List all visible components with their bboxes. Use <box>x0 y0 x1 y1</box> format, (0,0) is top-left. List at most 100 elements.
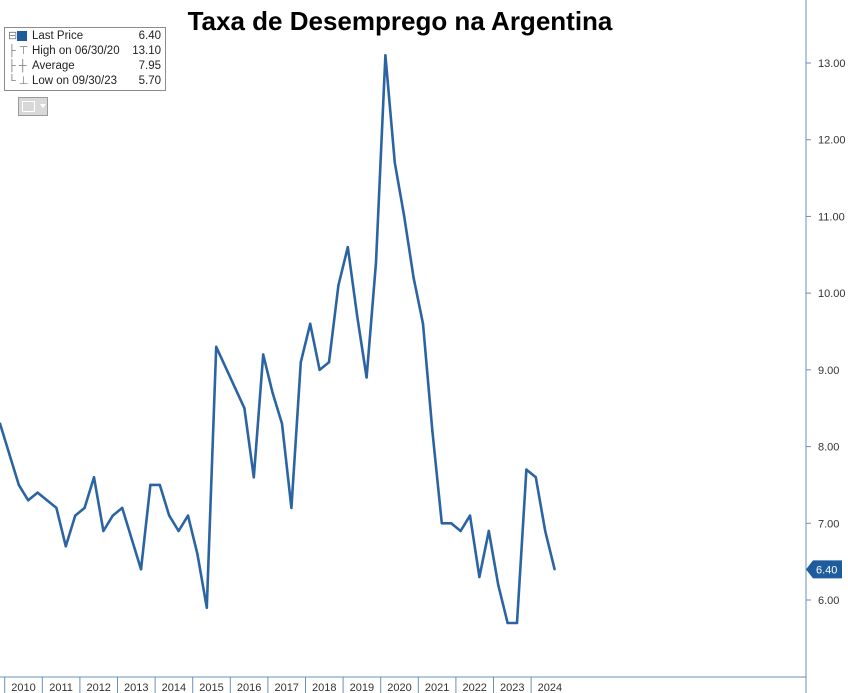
data-point <box>365 376 368 379</box>
legend-row-last-price[interactable]: ⊟ Last Price 6.40 <box>5 29 163 43</box>
data-point <box>17 483 20 487</box>
data-point <box>544 529 547 533</box>
data-point <box>515 621 519 625</box>
data-point <box>8 453 11 456</box>
legend[interactable]: ⊟ Last Price 6.40 ├ ⊤ High on 06/30/20 1… <box>4 27 166 91</box>
legend-row-high[interactable]: ├ ⊤ High on 06/30/20 13.10 <box>5 44 163 58</box>
y-tick-label: 8.00 <box>818 442 839 454</box>
data-point <box>243 407 246 410</box>
x-tick-label: 2010 <box>11 682 35 693</box>
legend-row-average[interactable]: ├ ┼ Average 7.95 <box>5 59 163 73</box>
x-tick-label: 2020 <box>387 682 411 693</box>
series-swatch-icon <box>17 31 27 41</box>
x-tick-label: 2022 <box>462 682 486 693</box>
data-point <box>92 476 96 479</box>
data-point <box>356 315 359 318</box>
data-point <box>55 506 58 510</box>
data-point <box>384 54 387 57</box>
y-axis: 6.00 7.00 8.00 9.00 10.00 11.00 12.00 13.00 <box>805 0 846 693</box>
x-tick-label: 2021 <box>425 682 449 693</box>
legend-label: Low on 09/30/23 <box>32 75 118 87</box>
data-point <box>215 345 218 348</box>
data-point <box>168 514 171 517</box>
data-point <box>327 361 331 364</box>
data-point <box>252 476 255 479</box>
legend-value: 6.40 <box>138 30 161 42</box>
chart-title: Taxa de Desemprego na Argentina <box>187 6 613 36</box>
chart-type-button[interactable] <box>18 97 48 116</box>
data-point <box>525 468 528 471</box>
x-tick-label: 2015 <box>199 682 223 693</box>
data-point <box>290 506 293 510</box>
data-point <box>374 261 378 264</box>
data-point <box>487 529 490 533</box>
data-point <box>102 529 105 533</box>
data-point <box>346 245 349 249</box>
x-tick-label: 2024 <box>538 682 562 693</box>
legend-row-low[interactable]: └ ⊥ Low on 09/30/23 5.70 <box>5 74 163 88</box>
chevron-down-icon <box>40 104 46 108</box>
last-price-tag-label: 6.40 <box>816 564 837 576</box>
data-point <box>299 361 302 364</box>
last-price-tag-shape <box>806 560 842 579</box>
legend-value: 5.70 <box>138 75 161 87</box>
data-point <box>337 284 340 287</box>
data-point <box>36 491 39 494</box>
data-point <box>74 514 77 517</box>
series-layer <box>0 53 556 625</box>
data-point <box>111 514 115 517</box>
y-tick-label: 12.00 <box>818 135 846 147</box>
x-tick-label: 2018 <box>312 682 336 693</box>
y-tick-label: 6.00 <box>818 595 839 607</box>
legend-label: High on 06/30/20 <box>32 45 120 57</box>
y-tick-label: 11.00 <box>818 211 845 223</box>
x-tick-label: 2017 <box>274 682 298 693</box>
series-line-last-price <box>0 53 556 625</box>
y-tick-label: 10.00 <box>818 288 846 300</box>
data-point <box>0 422 2 425</box>
average-marker-icon: ├ ┼ <box>8 60 27 72</box>
legend-label: Average <box>32 60 75 72</box>
data-point <box>205 606 208 609</box>
data-point <box>431 430 434 433</box>
data-point <box>186 514 190 517</box>
data-point <box>83 506 86 510</box>
low-marker-icon: └ ⊥ <box>8 75 29 87</box>
data-point <box>64 545 68 548</box>
data-point <box>130 537 133 540</box>
data-point <box>421 322 425 325</box>
data-point <box>318 368 321 372</box>
data-point <box>393 161 396 164</box>
legend-label: Last Price <box>32 30 84 42</box>
x-tick-label: 2016 <box>237 682 261 693</box>
data-point <box>45 499 49 502</box>
data-point <box>403 215 406 218</box>
x-tick-label: 2014 <box>162 682 186 693</box>
data-point <box>271 391 274 395</box>
line-chart-icon <box>22 101 35 112</box>
data-point <box>450 522 453 525</box>
x-tick-label: 2012 <box>86 682 110 693</box>
data-point <box>280 422 284 425</box>
y-tick-label: 9.00 <box>818 365 839 377</box>
x-tick-label: 2011 <box>49 682 73 693</box>
data-point <box>309 322 312 325</box>
data-point <box>553 568 556 571</box>
data-point <box>468 514 472 517</box>
data-point <box>262 353 265 356</box>
data-point <box>506 621 509 625</box>
data-point <box>149 483 152 487</box>
last-price-tag: 6.40 <box>806 560 842 579</box>
x-tick-label: 2023 <box>500 682 524 693</box>
x-axis: 2010 2011 2012 2013 2014 2015 2016 2017 2018 2019… <box>0 676 806 693</box>
data-point <box>534 476 537 479</box>
data-point <box>497 583 500 586</box>
data-point <box>459 529 462 533</box>
high-marker-icon: ├ ⊤ <box>8 45 29 57</box>
data-point <box>121 506 124 510</box>
data-point <box>158 483 161 487</box>
y-tick-label: 13.00 <box>818 58 846 70</box>
collapse-icon[interactable]: ⊟ <box>8 30 18 42</box>
x-tick-label: 2013 <box>124 682 148 693</box>
